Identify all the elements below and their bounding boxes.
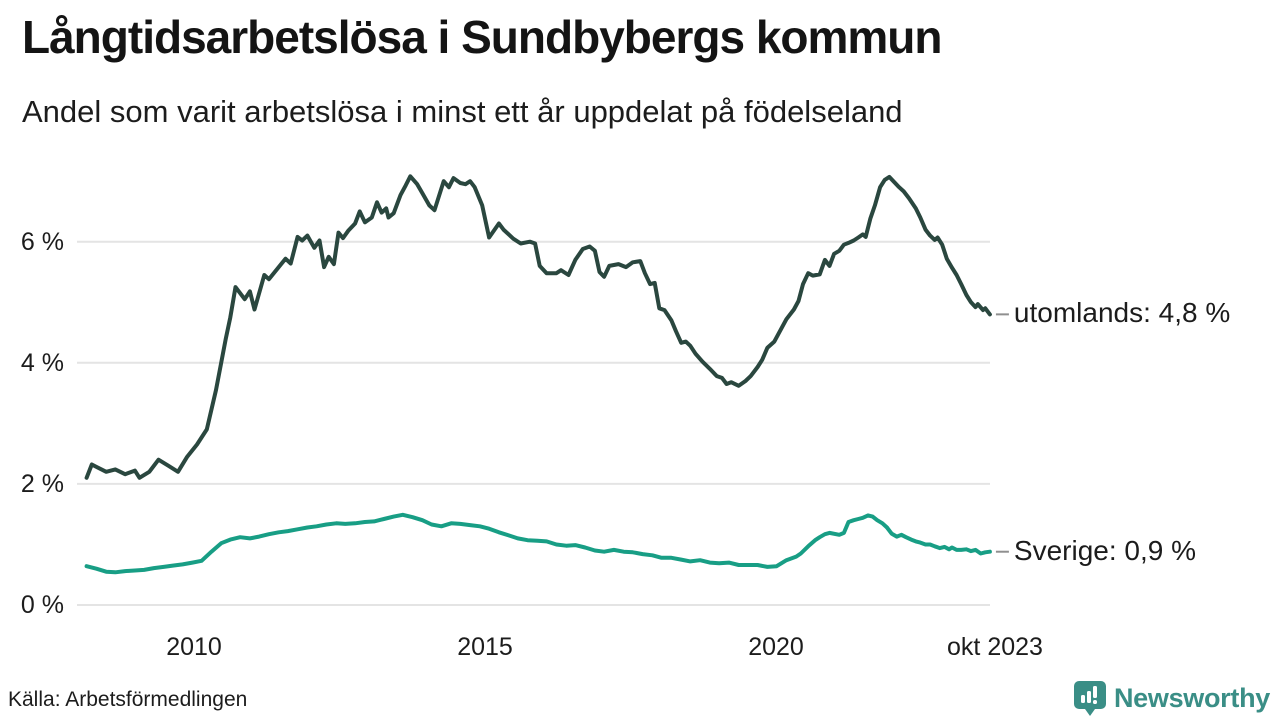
x-axis-tick-2015: 2015 [457, 633, 513, 661]
series-label-sverige: Sverige: 0,9 % [1013, 534, 1197, 566]
series-line-utomlands [84, 174, 992, 480]
x-axis-tick-2010: 2010 [166, 633, 222, 661]
series-line-sverige [84, 512, 992, 575]
y-axis-tick-6: 6 % [20, 228, 64, 256]
newsworthy-pin-icon [1073, 680, 1107, 717]
chart-title: Långtidsarbetslösa i Sundbybergs kommun [22, 11, 942, 63]
y-axis-tick-4: 4 % [20, 349, 64, 377]
series-label-utomlands: utomlands: 4,8 % [1013, 297, 1231, 329]
y-axis-tick-2: 2 % [20, 470, 64, 498]
x-axis-tick-okt-2023: okt 2023 [947, 633, 1043, 661]
source-attribution: Källa: Arbetsförmedlingen [8, 688, 248, 711]
y-axis-tick-0: 0 % [20, 591, 64, 619]
newsworthy-logo-text: Newsworthy [1113, 683, 1270, 713]
newsworthy-logo: Newsworthy [1073, 680, 1270, 717]
chart-subtitle: Andel som varit arbetslösa i minst ett å… [22, 94, 903, 129]
x-axis-tick-2020: 2020 [748, 633, 804, 661]
